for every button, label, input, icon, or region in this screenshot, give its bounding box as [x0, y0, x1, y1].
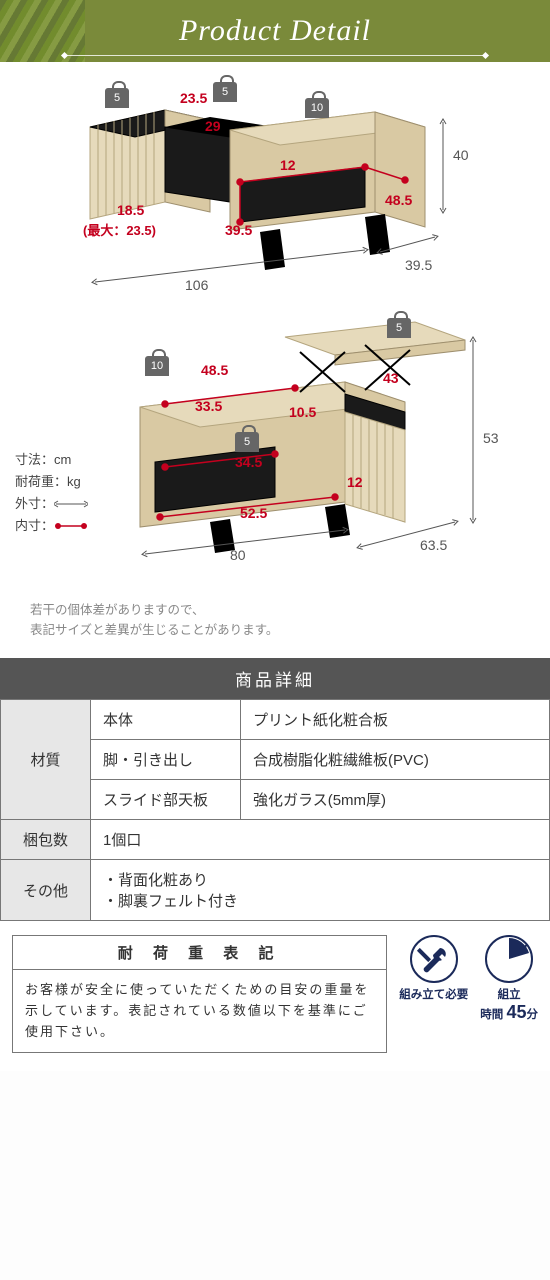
page-title: Product Detail — [179, 14, 371, 48]
spec-label: その他 — [1, 860, 91, 921]
dim-outer: 40 — [453, 147, 469, 163]
legend-inner: 内寸： — [15, 515, 88, 537]
header-banner: Product Detail — [0, 0, 550, 62]
weight-badge: 5 — [235, 432, 259, 452]
dimension-diagrams: 5 5 10 23.5 29 12 48.5 18.5 (最大：23.5) 39… — [0, 62, 550, 592]
table-row: その他 ・背面化粧あり ・脚裏フェルト付き — [1, 860, 550, 921]
spec-sub: 脚・引き出し — [91, 740, 241, 780]
header-underline — [65, 55, 485, 56]
dim-outer: 39.5 — [405, 257, 432, 273]
dim-outer: 106 — [185, 277, 208, 293]
table-row: 材質 本体 プリント紙化粧合板 — [1, 700, 550, 740]
dim-inner: 43 — [383, 370, 399, 386]
dim-inner: 48.5 — [201, 362, 228, 378]
dim-inner: (最大：23.5) — [83, 220, 156, 239]
dim-inner: 12 — [347, 474, 363, 490]
header-pattern — [0, 0, 85, 62]
spec-sub: スライド部天板 — [91, 780, 241, 820]
legend: 寸法：cm 耐荷重：kg 外寸： 内寸： — [15, 449, 88, 537]
spec-val: ・背面化粧あり ・脚裏フェルト付き — [91, 860, 550, 921]
weight-badge: 5 — [387, 318, 411, 338]
figure-lifted: 5 10 5 48.5 43 33.5 10.5 34.5 12 52.5 53… — [95, 322, 535, 582]
legend-load: 耐荷重：kg — [15, 471, 88, 493]
dim-inner: 34.5 — [235, 454, 262, 470]
load-body: お客様が安全に使っていただくための目安の重量を示しています。表記されている数値以… — [13, 970, 386, 1052]
dim-inner: 29 — [205, 118, 221, 134]
figure-extended: 5 5 10 23.5 29 12 48.5 18.5 (最大：23.5) 39… — [65, 82, 535, 312]
dim-outer: 53 — [483, 430, 499, 446]
dim-inner: 10.5 — [289, 404, 316, 420]
spec-label: 材質 — [1, 700, 91, 820]
spec-val: プリント紙化粧合板 — [241, 700, 550, 740]
dim-inner: 12 — [280, 157, 296, 173]
note-line: 若干の個体差がありますので、 — [30, 600, 550, 620]
legend-unit: 寸法：cm — [15, 449, 88, 471]
weight-badge: 5 — [213, 82, 237, 102]
spec-val: 1個口 — [91, 820, 550, 860]
load-title: 耐 荷 重 表 記 — [13, 936, 386, 970]
assembly-required-icon: 組み立て必要 — [399, 935, 468, 1002]
dim-inner: 52.5 — [240, 505, 267, 521]
spec-val: 強化ガラス(5mm厚) — [241, 780, 550, 820]
clock-icon — [485, 935, 533, 983]
weight-badge: 10 — [145, 356, 169, 376]
dim-outer: 80 — [230, 547, 246, 563]
dim-inner: 23.5 — [180, 90, 207, 106]
legend-outer: 外寸： — [15, 493, 88, 515]
dim-inner: 33.5 — [195, 398, 222, 414]
weight-badge: 5 — [105, 88, 129, 108]
spec-sub: 本体 — [91, 700, 241, 740]
dim-inner: 39.5 — [225, 222, 252, 238]
weight-badge: 10 — [305, 98, 329, 118]
dim-inner: 18.5 — [117, 202, 144, 218]
note-line: 表記サイズと差異が生じることがあります。 — [30, 620, 550, 640]
load-capacity-box: 耐 荷 重 表 記 お客様が安全に使っていただくための目安の重量を示しています。… — [12, 935, 387, 1053]
dim-inner: 48.5 — [385, 192, 412, 208]
spec-table: 材質 本体 プリント紙化粧合板 脚・引き出し 合成樹脂化粧繊維板(PVC) スラ… — [0, 699, 550, 921]
spec-val: 合成樹脂化粧繊維板(PVC) — [241, 740, 550, 780]
spec-title: 商品詳細 — [0, 658, 550, 699]
assembly-time-icon: 組立時間 45分 — [480, 935, 538, 1023]
size-variance-note: 若干の個体差がありますので、 表記サイズと差異が生じることがあります。 — [0, 592, 550, 658]
dim-outer: 63.5 — [420, 537, 447, 553]
tools-icon — [410, 935, 458, 983]
footer-row: 耐 荷 重 表 記 お客様が安全に使っていただくための目安の重量を示しています。… — [0, 921, 550, 1071]
spec-label: 梱包数 — [1, 820, 91, 860]
table-row: 梱包数 1個口 — [1, 820, 550, 860]
